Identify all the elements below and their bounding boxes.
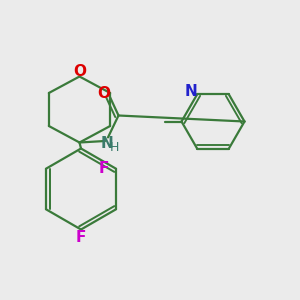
Text: F: F <box>98 161 109 176</box>
Text: F: F <box>76 230 86 244</box>
Text: N: N <box>100 136 113 151</box>
Text: H: H <box>109 141 119 154</box>
Text: O: O <box>98 86 111 101</box>
Text: O: O <box>73 64 86 79</box>
Text: N: N <box>185 84 198 99</box>
